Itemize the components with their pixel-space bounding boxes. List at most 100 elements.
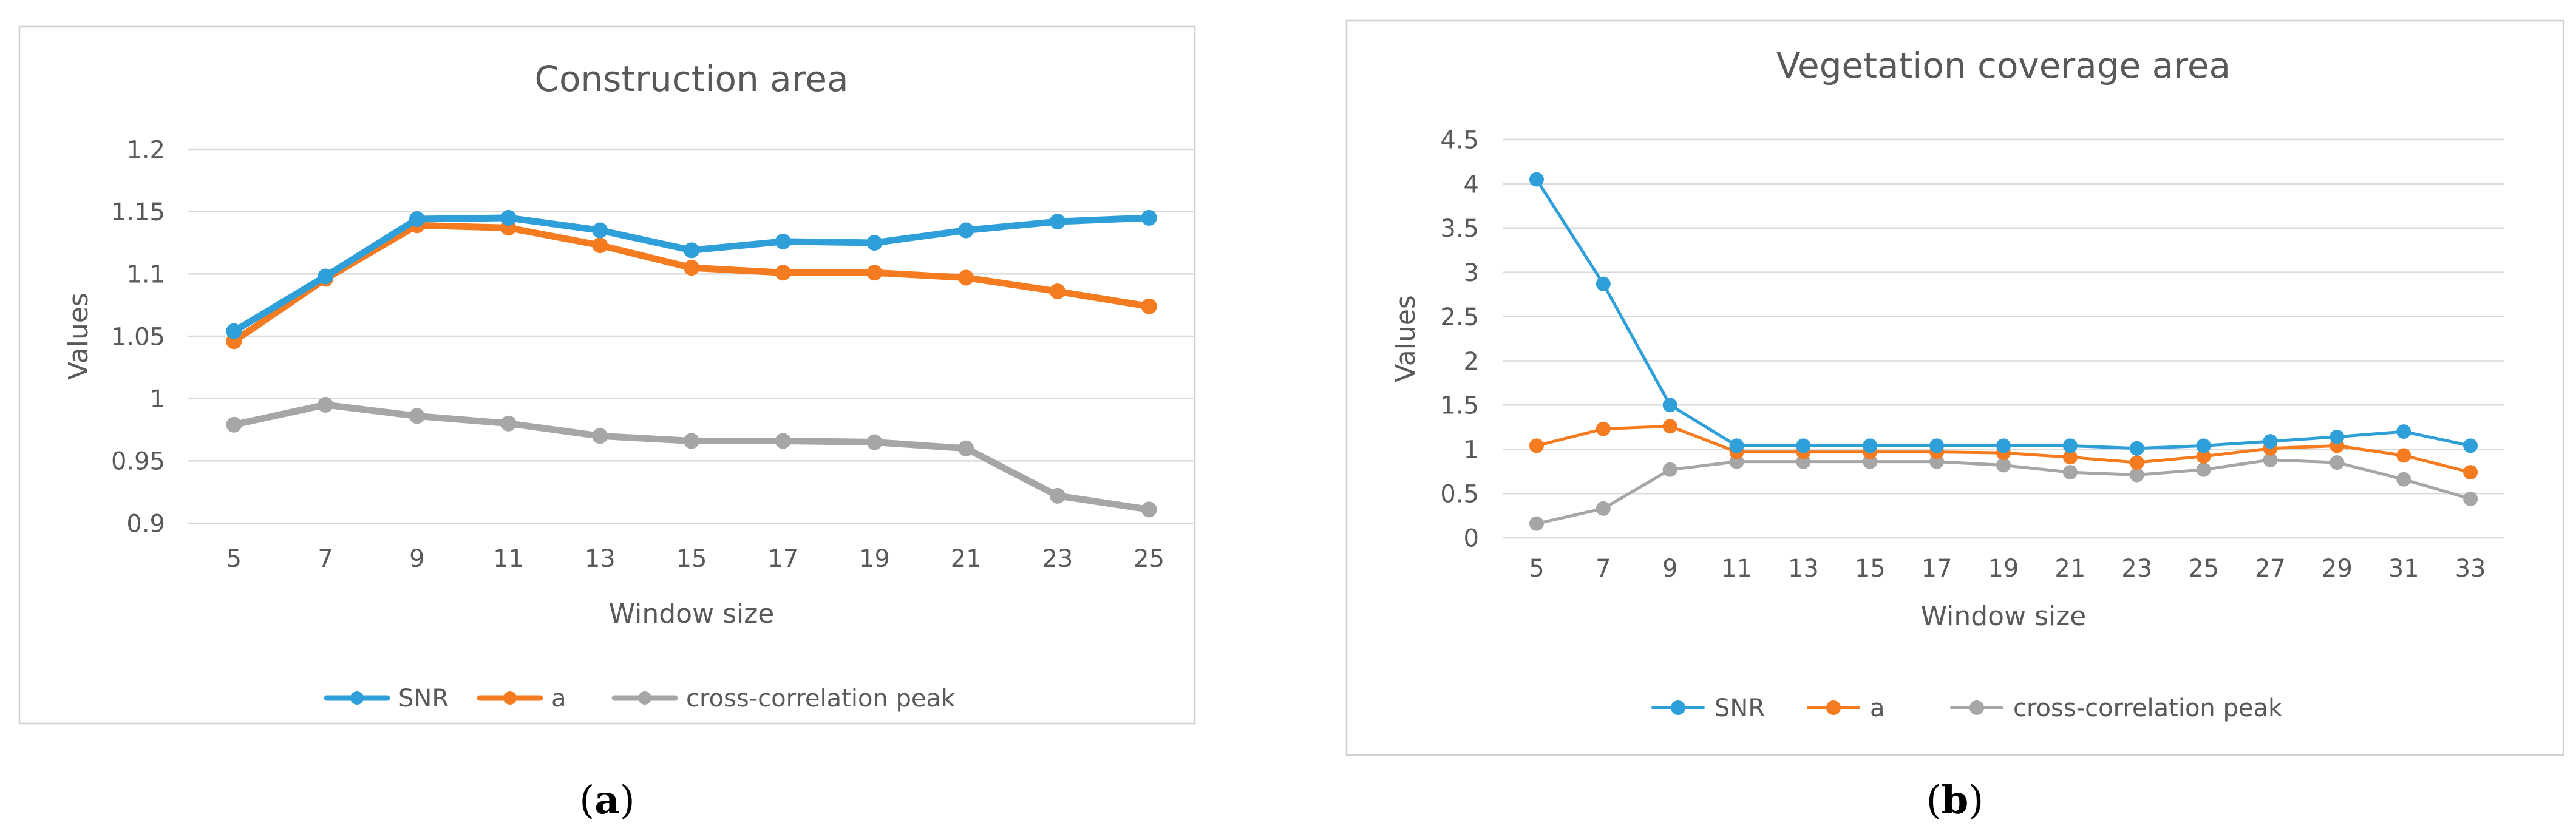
subfigure-caption: (b) xyxy=(1926,777,1984,823)
data-point-a xyxy=(1529,438,1544,453)
legend-item-snr: SNR xyxy=(1651,694,1765,722)
x-tick-label: 27 xyxy=(2255,555,2286,583)
y-tick-label: 2 xyxy=(1464,348,1479,376)
legend-label: SNR xyxy=(1715,694,1765,722)
x-tick-label: 7 xyxy=(1596,555,1611,583)
data-point-snr xyxy=(2062,438,2078,453)
caption-close-paren: ) xyxy=(1968,778,1983,823)
x-tick-label: 21 xyxy=(2054,555,2085,583)
y-axis-label: Values xyxy=(63,293,94,380)
x-tick-label: 15 xyxy=(676,545,707,573)
x-tick-label: 25 xyxy=(2188,555,2219,583)
data-point-a xyxy=(2396,448,2411,463)
chart-a: Construction area 0.9 0.95 1 1.05 1.1 1.15 1.2 5… xyxy=(18,25,1196,725)
x-axis-label: Window size xyxy=(609,598,775,629)
legend-item-ccp: cross-correlation peak xyxy=(611,685,956,713)
data-point-snr xyxy=(318,268,334,285)
data-point-ccp xyxy=(2263,452,2278,467)
x-tick-label: 23 xyxy=(2121,555,2152,583)
legend-item-ccp: cross-correlation peak xyxy=(1950,694,2283,722)
data-point-snr xyxy=(775,233,791,249)
legend-label: SNR xyxy=(398,685,449,713)
y-tick-label: 0.95 xyxy=(111,448,165,476)
y-tick-label: 3 xyxy=(1464,259,1479,287)
caption-open-paren: ( xyxy=(579,778,594,823)
y-tick-label: 0.9 xyxy=(126,510,165,538)
x-tick-label: 17 xyxy=(767,545,798,573)
y-tick-label: 1 xyxy=(1464,436,1479,464)
data-point-ccp xyxy=(2330,455,2345,470)
y-tick-label: 4 xyxy=(1464,171,1479,198)
data-point-ccp xyxy=(318,396,334,413)
data-point-snr xyxy=(958,222,974,239)
x-tick-label: 33 xyxy=(2455,555,2486,583)
x-tick-label: 29 xyxy=(2322,555,2353,583)
data-point-snr xyxy=(2396,424,2411,439)
data-point-ccp xyxy=(2463,491,2478,506)
legend-label: a xyxy=(551,685,566,713)
x-tick-label: 9 xyxy=(1662,555,1677,583)
y-tick-label: 1 xyxy=(150,385,165,413)
series-snr xyxy=(226,209,1157,339)
data-point-ccp xyxy=(866,434,883,450)
data-point-ccp xyxy=(592,428,608,444)
legend-marker xyxy=(503,691,517,705)
legend-label: cross-correlation peak xyxy=(2013,694,2283,722)
data-point-a xyxy=(866,265,883,281)
x-tick-label: 31 xyxy=(2388,555,2419,583)
data-point-a xyxy=(2062,450,2078,465)
data-point-snr xyxy=(684,242,699,259)
x-tick-label: 13 xyxy=(585,545,616,573)
y-tick-label: 4.5 xyxy=(1440,126,1479,154)
data-point-ccp xyxy=(1996,458,2011,473)
data-point-snr xyxy=(1929,438,1945,453)
series-snr xyxy=(1529,172,2478,456)
x-axis-label: Window size xyxy=(1921,601,2087,632)
data-point-ccp xyxy=(2129,467,2144,483)
legend-marker xyxy=(1969,700,1984,715)
data-point-snr xyxy=(2129,441,2144,456)
x-tick-label: 25 xyxy=(1133,545,1164,573)
data-point-ccp xyxy=(1662,462,1677,477)
data-point-snr xyxy=(2330,429,2345,444)
data-point-snr xyxy=(866,235,883,251)
data-point-snr xyxy=(409,211,425,227)
x-tick-label: 19 xyxy=(1988,555,2019,583)
data-point-a xyxy=(1141,298,1157,314)
data-point-a xyxy=(684,260,699,276)
caption-open-paren: ( xyxy=(1926,778,1942,823)
subfigure-caption: (a) xyxy=(579,777,634,823)
chart-title: Vegetation coverage area xyxy=(1776,45,2231,86)
x-tick-label: 15 xyxy=(1855,555,1886,583)
data-point-ccp xyxy=(684,433,699,449)
x-tick-label: 21 xyxy=(951,545,982,573)
y-tick-label: 1.15 xyxy=(111,198,165,226)
legend-marker xyxy=(350,691,364,705)
data-point-ccp xyxy=(2196,462,2211,477)
data-point-snr xyxy=(1141,209,1157,226)
x-tick-label: 19 xyxy=(859,545,890,573)
x-tick-label: 7 xyxy=(318,545,333,573)
x-tick-label: 23 xyxy=(1042,545,1073,573)
data-point-ccp xyxy=(1049,487,1065,504)
data-point-snr xyxy=(2196,438,2211,453)
caption-letter: a xyxy=(594,777,619,823)
data-point-a xyxy=(2129,455,2144,470)
y-tick-label: 1.2 xyxy=(126,136,165,164)
x-tick-label: 5 xyxy=(226,545,242,573)
data-point-ccp xyxy=(1596,501,1611,516)
data-point-snr xyxy=(1596,276,1611,291)
legend-item-a: a xyxy=(1807,694,1885,722)
data-point-snr xyxy=(2263,434,2278,449)
data-point-ccp xyxy=(226,416,242,433)
data-point-snr xyxy=(1996,438,2011,453)
data-point-snr xyxy=(1529,172,1544,187)
y-tick-label: 2.5 xyxy=(1440,303,1479,331)
data-point-a xyxy=(1662,419,1677,434)
data-point-snr xyxy=(592,222,608,239)
legend-marker xyxy=(1826,700,1841,715)
caption-close-paren: ) xyxy=(620,778,635,823)
legend-item-snr: SNR xyxy=(324,685,449,713)
data-point-a xyxy=(592,237,608,254)
data-point-snr xyxy=(500,209,517,226)
